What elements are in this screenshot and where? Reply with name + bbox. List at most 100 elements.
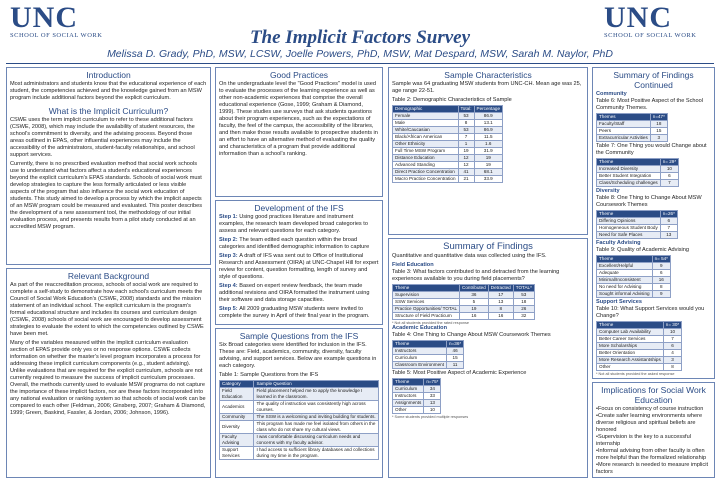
what-title: What is the Implicit Curriculum?: [48, 106, 169, 116]
table-cell: 6: [662, 342, 683, 350]
table8-caption: Table 8: One Thing to Change About MSW C…: [596, 195, 702, 208]
table-cell: Academics: [218, 400, 255, 414]
sample-characteristics-panel: Sample Characteristics Sample was 64 gra…: [388, 67, 588, 235]
step-label: Step 1:: [219, 214, 240, 220]
table-row: Minimal/Inconsistent 16: [596, 276, 671, 284]
table-header-cell: n= 29*: [659, 158, 680, 166]
sample-characteristics-title: Sample Characteristics: [444, 70, 532, 80]
diversity-label: Diversity: [596, 188, 620, 194]
table-row: Need for Safe Places 13: [596, 231, 678, 239]
what-paragraph-1: CSWE uses the term implicit curriculum t…: [10, 117, 195, 158]
development-step: Step 2: The team edited each question wi…: [216, 237, 382, 253]
table-row: Faculty Advising I was comfortable discus…: [218, 433, 379, 447]
table-header-cell: Total:: [457, 105, 475, 113]
table-cell: 15: [446, 354, 465, 362]
table-cell: 4: [662, 349, 683, 357]
table-row: Increased Diversity 10: [596, 165, 680, 173]
table-cell: Support Services: [218, 446, 255, 460]
table-header-cell: Theme: [596, 321, 664, 329]
table-row: Excellent/Helpful 9: [596, 262, 671, 270]
table-header-cell: Theme: [596, 210, 661, 218]
relevant-paragraph-1: As part of the reaccreditation process, …: [10, 282, 204, 337]
table-cell: 7: [659, 179, 680, 187]
development-title: Development of the IFS: [254, 203, 344, 213]
table-cell: 68.1: [473, 168, 503, 176]
table-row: Direct Practice Concentration 41 68.1: [392, 168, 503, 176]
table-cell: Better Student Integration: [596, 172, 661, 180]
table-cell: 16: [487, 312, 514, 320]
table-cell: Practice Opportunities/ TOTAL: [391, 305, 461, 313]
table-cell: 53: [457, 112, 475, 120]
table-row: Better Student Integration 6: [596, 172, 680, 180]
poster-title: The Implicit Factors Survey: [249, 27, 471, 48]
table-cell: 41: [457, 168, 475, 176]
table-row: Black/African American 7 11.5: [392, 133, 503, 141]
table-row: Extracurricular Activities 3: [596, 134, 668, 142]
table-header-row: Themes n=47*: [596, 113, 668, 121]
step-text: Based on expert review feedback, the tea…: [219, 283, 370, 303]
table-header-cell: n=36*: [446, 340, 465, 348]
table-cell: 10: [423, 406, 442, 414]
table4-caption: Table 4: One Thing to Change About MSW C…: [392, 332, 551, 338]
development-panel: Development of the IFS Step 1: Using goo…: [215, 200, 383, 325]
table10-caption: Table 10: What Support Services would yo…: [596, 306, 705, 319]
table-header-row: Theme Contributed Detracted TOTAL*: [391, 284, 535, 292]
table-cell: 8: [662, 363, 683, 371]
table-cell: 7: [659, 224, 678, 232]
community-label: Community: [596, 91, 627, 97]
sample-characteristics-text: Sample was 64 graduating MSW students fr…: [392, 81, 582, 94]
table-cell: Excellent/Helpful: [596, 262, 653, 270]
summary-text: Quantitative and quantitative data was c…: [392, 253, 547, 259]
table2-caption: Table 2: Demographic Characteristics of …: [392, 97, 512, 103]
table-row: Advanced Standing 12 19: [392, 161, 503, 169]
table-row: Peers 15: [596, 127, 668, 135]
table-cell: Male: [392, 119, 459, 127]
sample-questions-panel: Sample Questions from the IFS Six Broad …: [215, 328, 383, 478]
table-cell: 7: [457, 133, 475, 141]
good-practices-title: Good Practices: [269, 70, 329, 80]
what-paragraph-2: Currently, there is no prescribed evalua…: [10, 161, 203, 230]
table-cell: 17: [487, 291, 514, 299]
table-cell: 11: [446, 361, 465, 369]
table-cell: 33: [423, 392, 442, 400]
step-label: Step 5:: [219, 306, 240, 312]
summary-title: Summary of Findings: [443, 241, 533, 252]
step-label: Step 2:: [219, 237, 240, 243]
table-cell: Other: [391, 406, 425, 414]
table-cell: 13: [487, 298, 514, 306]
table5-note: * Some students provided multiple respon…: [392, 415, 469, 419]
table-cell: 34: [423, 385, 442, 393]
table-header-cell: n=47*: [649, 113, 668, 121]
table-header-cell: Theme: [596, 158, 661, 166]
table-header-cell: n=75*: [423, 378, 442, 386]
table-cell: Differing Opinions: [596, 217, 661, 225]
table-header-row: Theme n=75*: [391, 378, 442, 386]
table-row: No need for Advising 8: [596, 283, 671, 291]
table-cell: 26: [512, 305, 535, 313]
step-text: A draft of IFS was sent out to Office of…: [219, 253, 379, 280]
table-row: Full Time MSW Program 19 31.9: [392, 147, 503, 155]
table-header-cell: Theme: [596, 255, 653, 263]
table-cell: 9: [651, 262, 671, 270]
table-cell: 16: [651, 276, 671, 284]
table-header-row: Theme n= 29*: [596, 158, 680, 166]
table-cell: Structure of Field Practicum: [391, 312, 461, 320]
relevant-paragraph-2: Many of the variables measured within th…: [10, 340, 206, 416]
intro-text: Most administrators and students know th…: [10, 81, 207, 101]
table3-note: * Not all students provided the rated re…: [392, 321, 470, 325]
sample-questions-title: Sample Questions from the IFS: [239, 331, 359, 341]
table-header-row: Category Sample Question: [218, 380, 379, 388]
table-row: SSW Services 5 13 18: [391, 298, 535, 306]
table-cell: The quality of instruction was consisten…: [253, 400, 379, 414]
table-cell: 33.9: [473, 175, 503, 183]
table-row: Class/Scheduling challenges 7: [596, 179, 680, 187]
poster-authors: Melissa D. Grady, PhD, MSW, LCSW, Joelle…: [107, 48, 613, 60]
implication-item: •Create safer learning environments wher…: [596, 413, 703, 433]
step-text: The team edited each question within the…: [219, 237, 370, 250]
development-step: Step 5: All 2009 graduating MSW students…: [216, 306, 382, 322]
intro-title: Introduction: [86, 70, 131, 80]
table-row: Supervision 36 17 53: [391, 291, 535, 299]
table-cell: This program has made me feel isolated f…: [253, 420, 379, 434]
table-cell: 18: [512, 298, 535, 306]
logo-subtitle: SCHOOL OF SOCIAL WORK: [604, 32, 697, 39]
